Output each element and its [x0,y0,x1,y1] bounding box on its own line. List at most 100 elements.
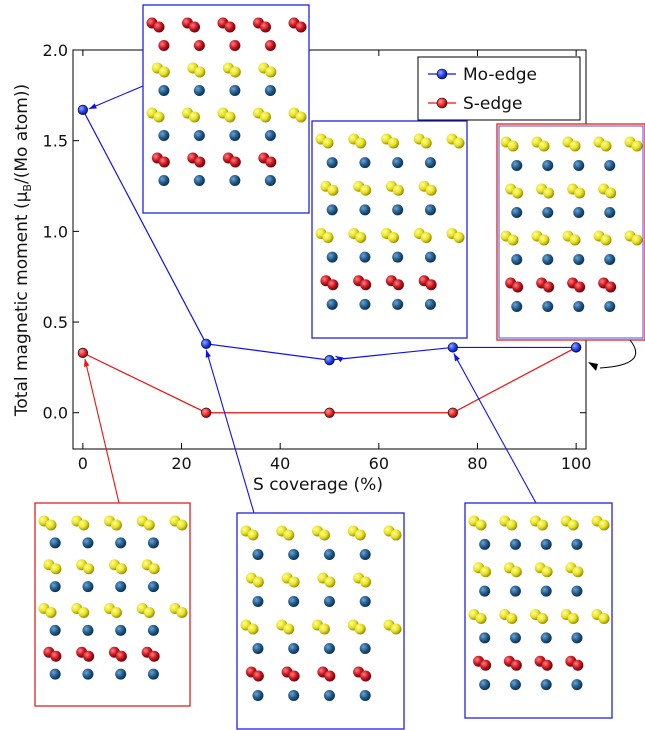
sulfur-atom [327,184,339,196]
mo-atom [542,301,554,312]
sulfur-atom [148,650,160,662]
mo-atom [147,624,159,636]
sulfur-atom [569,140,581,152]
sulfur-atom [605,187,617,199]
sulfur-atom [572,566,584,578]
x-tick-label: 20 [171,454,191,473]
sulfur-atom [229,156,241,168]
sulfur-atom [45,607,57,618]
sulfur-atom [252,576,264,588]
mo-atom [573,254,585,265]
sulfur-atom [319,623,330,635]
mo-atom [511,160,523,171]
sulfur-atom [295,21,307,33]
sulfur-atom [480,566,492,578]
mo-atom [229,40,241,51]
sulfur-atom [392,279,404,291]
inset-inner-frame [498,125,644,339]
sulfur-atom [322,137,334,149]
sulfur-atom [158,156,170,168]
sulfur-atom [153,21,165,33]
mo-atom [264,175,276,186]
arrow-curved-100-head [588,362,598,371]
mo-atom [479,632,491,644]
mo-atom [323,643,335,654]
mo-atom [392,251,404,263]
inset-mo-edge-25 [236,512,405,730]
data-point-s-edge [447,407,458,418]
arrow-s-edge-0 [84,358,120,504]
mo-atom [604,254,616,265]
mo-atom [115,668,127,680]
mo-atom [158,40,170,51]
series-layer [77,104,582,418]
mo-atom [604,160,616,171]
arrow-mo-edge-75 [453,353,537,504]
sulfur-atom [567,613,579,624]
sulfur-atom [600,234,612,246]
x-tick-label: 40 [270,454,290,473]
mo-atom [229,130,241,141]
inset-mo-edge-75 [464,502,613,719]
sulfur-atom [569,234,581,246]
sulfur-atom [283,529,295,541]
mo-atom [511,207,523,218]
inset-mo-edge-100 [496,123,645,341]
mo-atom [511,254,523,265]
arrow-mo-edge-25 [205,349,255,514]
mo-atom [49,581,61,593]
mo-atom [49,537,61,549]
sulfur-atom [176,607,188,618]
mo-atom [359,204,371,216]
x-axis-label: S coverage (%) [253,475,383,495]
sulfur-atom [355,137,367,149]
sulfur-atom [360,184,372,196]
mo-atom [147,668,159,680]
mo-atom [540,585,552,597]
sulfur-atom [541,659,553,671]
sulfur-atom [475,519,487,531]
arrow-mo-edge-25-head [205,349,211,358]
y-tick-label: 0.5 [43,313,68,332]
mo-atom [326,298,338,310]
mo-atom [573,207,585,218]
sulfur-atom [360,279,372,291]
data-point-mo-edge [201,338,212,349]
mo-atom [252,690,264,701]
sulfur-atom [453,232,465,243]
mo-atom [392,157,404,169]
mo-atom [115,624,127,636]
tick-labels: 0 20 40 60 80 100 0.0 0.5 1.0 1.5 2.0 [43,41,592,473]
mo-atom [288,596,300,607]
sulfur-atom [598,519,610,531]
sulfur-atom [538,140,550,152]
mo-atom [424,298,436,310]
sulfur-atom [420,137,432,149]
inset-mo-edge-0 [142,4,310,214]
arrow-mo-edge-0-head [88,103,97,109]
mo-atom [509,632,521,644]
legend-marker-mo-edge [436,68,448,80]
mo-atom [511,301,523,312]
mo-atom [147,537,159,549]
mo-atom [424,251,436,263]
sulfur-atom [83,563,95,575]
mo-atom [571,679,583,691]
sulfur-atom [265,66,277,78]
mo-atom [604,207,616,218]
mo-atom [115,537,127,549]
sulfur-atom [50,563,62,575]
sulfur-atom [229,66,241,78]
mo-atom [158,85,170,96]
sulfur-atom [252,670,264,682]
x-tick-label: 0 [78,454,88,473]
mo-atom [542,254,554,265]
mo-atom [542,160,554,171]
mo-atom [115,581,127,593]
mo-atom [49,668,61,680]
mo-atom [229,175,241,186]
sulfur-atom [247,529,259,541]
sulfur-atom [78,607,90,618]
sulfur-atom [605,281,617,293]
mo-atom [359,643,371,654]
